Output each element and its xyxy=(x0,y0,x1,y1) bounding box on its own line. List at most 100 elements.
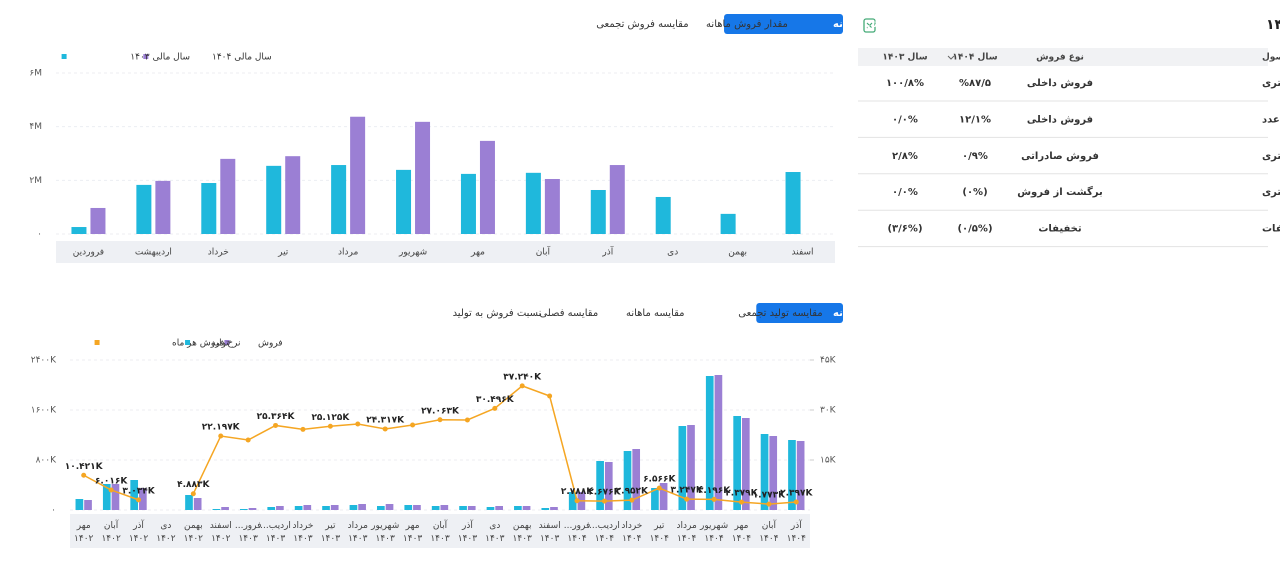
line-point[interactable] xyxy=(410,422,416,428)
line-point[interactable] xyxy=(327,423,333,429)
line-point[interactable] xyxy=(574,498,580,504)
bar[interactable] xyxy=(459,506,467,510)
tab[interactable]: مقایسه تولید تجمعی xyxy=(738,308,822,319)
line-point[interactable] xyxy=(245,437,251,443)
legend-label[interactable]: فروش xyxy=(258,339,283,349)
bar[interactable] xyxy=(75,499,84,510)
bar[interactable] xyxy=(479,140,495,234)
bar[interactable] xyxy=(705,376,714,510)
bar[interactable] xyxy=(678,426,687,510)
bar[interactable] xyxy=(212,509,221,510)
line-point[interactable] xyxy=(190,491,196,497)
line-point[interactable] xyxy=(629,497,635,503)
line-point[interactable] xyxy=(711,496,717,502)
bar[interactable] xyxy=(349,505,358,510)
bar[interactable] xyxy=(525,172,541,234)
icon-glyph[interactable] xyxy=(866,22,873,29)
bar[interactable] xyxy=(796,441,805,510)
legend-label[interactable]: نرخ فروش هر ماه xyxy=(172,339,240,349)
bar[interactable] xyxy=(413,505,421,510)
tab[interactable]: مقایسه فصلی xyxy=(539,308,598,319)
bar[interactable] xyxy=(130,480,139,510)
bar[interactable] xyxy=(276,506,284,510)
bar[interactable] xyxy=(322,506,330,510)
bar[interactable] xyxy=(266,165,282,234)
bar[interactable] xyxy=(544,178,560,234)
bar[interactable] xyxy=(659,483,668,510)
bar[interactable] xyxy=(377,506,385,510)
line-point[interactable] xyxy=(766,501,772,507)
legend-label[interactable]: سال مالی ۱۴۰۳ xyxy=(130,53,190,63)
bar[interactable] xyxy=(785,172,801,234)
bar[interactable] xyxy=(568,492,577,510)
active-tab-bg[interactable] xyxy=(724,14,843,34)
bar[interactable] xyxy=(84,500,92,510)
bar[interactable] xyxy=(193,498,202,510)
line-point[interactable] xyxy=(108,487,114,493)
bar[interactable] xyxy=(788,440,796,510)
bar[interactable] xyxy=(201,183,217,234)
active-tab[interactable]: ارزش فروش ماهانه xyxy=(833,19,932,30)
bar[interactable] xyxy=(522,506,531,510)
legend-label[interactable]: تولید xyxy=(211,339,229,349)
column-header[interactable]: سال ۱۴۰۳ xyxy=(882,53,927,63)
bar[interactable] xyxy=(714,375,723,510)
bar[interactable] xyxy=(632,449,641,510)
legend-swatch[interactable] xyxy=(185,340,191,345)
bar[interactable] xyxy=(609,165,625,234)
bar[interactable] xyxy=(651,488,659,510)
bar[interactable] xyxy=(596,461,604,510)
line-point[interactable] xyxy=(437,417,443,423)
bar[interactable] xyxy=(111,484,120,510)
legend-swatch[interactable] xyxy=(94,340,100,345)
bar[interactable] xyxy=(350,116,366,234)
line-point[interactable] xyxy=(464,417,470,423)
bar[interactable] xyxy=(385,504,394,510)
bar[interactable] xyxy=(220,158,236,234)
bar[interactable] xyxy=(358,504,366,510)
line-point[interactable] xyxy=(547,393,553,399)
bar[interactable] xyxy=(550,507,558,510)
bar[interactable] xyxy=(221,507,229,510)
bar[interactable] xyxy=(460,173,476,234)
bar[interactable] xyxy=(136,184,152,234)
line-point[interactable] xyxy=(355,421,361,427)
bar[interactable] xyxy=(404,505,413,510)
tab[interactable]: مقدار فروش ماهانه xyxy=(706,19,788,30)
icon-frame[interactable] xyxy=(863,18,876,33)
line-point[interactable] xyxy=(218,433,224,439)
line-point[interactable] xyxy=(519,383,525,389)
bar[interactable] xyxy=(396,169,412,234)
bar[interactable] xyxy=(155,180,171,234)
bar[interactable] xyxy=(655,196,671,234)
tab[interactable]: نسبت فروش به تولید xyxy=(453,308,542,319)
bar[interactable] xyxy=(514,506,522,510)
line-point[interactable] xyxy=(382,426,388,432)
bar[interactable] xyxy=(440,505,449,510)
legend-swatch[interactable] xyxy=(143,54,149,59)
bar[interactable] xyxy=(294,506,303,510)
bar[interactable] xyxy=(769,436,778,510)
line-point[interactable] xyxy=(601,498,607,504)
line-point[interactable] xyxy=(136,497,142,503)
legend-label[interactable]: سال مالی ۱۴۰۴ xyxy=(212,53,272,63)
bar[interactable] xyxy=(185,495,193,510)
bar[interactable] xyxy=(541,508,550,510)
bar[interactable] xyxy=(90,207,106,234)
bar[interactable] xyxy=(733,416,741,510)
tab[interactable]: مقایسه فروش تجمعی xyxy=(596,19,688,30)
column-header[interactable]: سال ۱۴۰۴ xyxy=(952,53,997,63)
bar[interactable] xyxy=(687,425,695,510)
bar[interactable] xyxy=(303,505,312,510)
active-tab[interactable]: فروش ماهانه xyxy=(833,308,900,319)
tab[interactable]: مقایسه ماهانه xyxy=(626,308,685,319)
sort-indicator[interactable] xyxy=(947,55,955,60)
line-point[interactable] xyxy=(656,485,662,491)
legend-swatch[interactable] xyxy=(224,340,230,345)
export-icon[interactable] xyxy=(863,18,876,33)
bar[interactable] xyxy=(248,508,257,510)
bar[interactable] xyxy=(330,505,339,510)
bar[interactable] xyxy=(590,189,606,234)
bar[interactable] xyxy=(467,506,476,510)
bar[interactable] xyxy=(331,165,347,234)
